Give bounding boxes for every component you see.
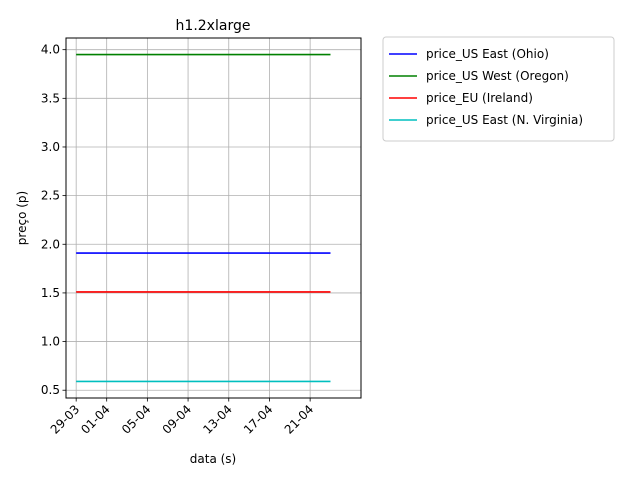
legend-label: price_US East (Ohio): [426, 47, 549, 61]
y-tick-label: 2.5: [41, 189, 60, 203]
legend-box: [382, 36, 615, 142]
grid-lines: [66, 38, 361, 398]
x-tick-label: 21-04: [282, 402, 317, 437]
y-tick-label: 3.0: [41, 140, 60, 154]
y-tick-label: 1.0: [41, 335, 60, 349]
x-tick-label: 01-04: [78, 402, 113, 437]
y-tick-label: 2.0: [41, 237, 60, 251]
x-tick-label: 17-04: [241, 402, 276, 437]
legend-label: price_US East (N. Virginia): [426, 113, 583, 127]
y-tick-label: 4.0: [41, 43, 60, 57]
x-tick-label: 29-03: [48, 402, 83, 437]
x-axis-label: data (s): [190, 452, 236, 466]
y-tick-label: 3.5: [41, 91, 60, 105]
series-lines: [76, 53, 331, 383]
chart-title: h1.2xlarge: [176, 18, 251, 34]
plot-area-frame: [65, 37, 362, 399]
legend-label: price_EU (Ireland): [426, 91, 533, 105]
legend: price_US East (Ohio) price_US West (Orego…: [382, 36, 615, 142]
x-tick-label: 13-04: [200, 402, 235, 437]
x-tick-label: 05-04: [119, 402, 154, 437]
x-tick-label: 09-04: [160, 402, 195, 437]
y-tick-label: 0.5: [41, 383, 60, 397]
y-tick-label: 1.5: [41, 286, 60, 300]
legend-label: price_US West (Oregon): [426, 69, 569, 83]
y-axis-label: preço (p): [15, 191, 29, 245]
